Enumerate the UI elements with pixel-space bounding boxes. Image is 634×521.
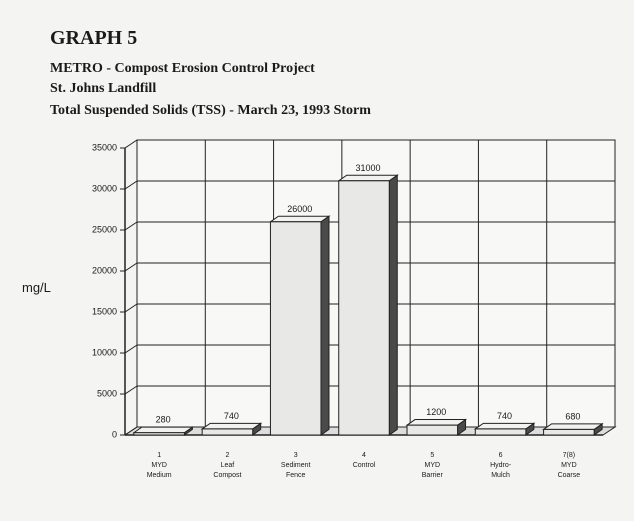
x-tick-label: Medium <box>147 472 172 479</box>
x-tick-label: Mulch <box>491 472 510 479</box>
bar <box>201 428 254 436</box>
value-label: 31000 <box>355 163 380 173</box>
x-tick-label: Control <box>353 462 376 469</box>
value-label: 26000 <box>287 204 312 214</box>
x-tick-label: 2 <box>225 452 229 459</box>
grid-line <box>124 385 138 395</box>
bar <box>133 432 185 436</box>
bar-side <box>388 174 398 436</box>
bar <box>338 180 390 436</box>
value-label: 280 <box>156 415 171 425</box>
y-tick-label: 30000 <box>92 183 117 193</box>
x-tick-label: Leaf <box>221 462 235 469</box>
bar-top <box>405 419 468 426</box>
x-tick-label: MYD <box>561 462 577 469</box>
bar-side <box>320 215 330 436</box>
y-tick-label: 0 <box>112 429 117 439</box>
x-tick-label: 7(8) <box>563 452 575 459</box>
y-tick-label: 25000 <box>92 224 117 234</box>
subtitle: Total Suspended Solids (TSS) - March 23,… <box>50 103 371 118</box>
x-tick-label: Sediment <box>281 462 311 469</box>
y-tick-label: 20000 <box>92 265 117 275</box>
bar-top <box>132 426 194 434</box>
x-tick-label: Compost <box>213 472 241 479</box>
x-tick-label: 6 <box>499 452 503 459</box>
value-label: 740 <box>224 411 239 421</box>
chart-title: GRAPH 5 <box>50 27 137 49</box>
bar-top <box>473 422 536 430</box>
bar <box>269 221 322 436</box>
bar-top <box>200 422 263 430</box>
x-tick-label: 3 <box>294 452 298 459</box>
x-tick-label: MYD <box>425 462 441 469</box>
bar <box>543 428 595 436</box>
value-label: 1200 <box>426 407 446 417</box>
x-tick-label: Fence <box>286 472 306 479</box>
grid-line <box>124 303 138 313</box>
y-axis-label: mg/L <box>22 280 51 295</box>
x-tick-label: 1 <box>157 452 161 459</box>
bar-top <box>337 174 399 182</box>
bar-top <box>542 423 604 430</box>
y-tick-label: 15000 <box>92 306 117 316</box>
x-tick-label: 4 <box>362 452 366 459</box>
grid-line <box>124 180 138 190</box>
x-tick-label: MYD <box>151 462 167 469</box>
bar <box>406 424 459 436</box>
subtitle: St. Johns Landfill <box>50 81 156 96</box>
value-label: 740 <box>497 411 512 421</box>
grid-line <box>124 262 138 272</box>
bar <box>474 428 527 436</box>
x-tick-label: 5 <box>430 452 434 459</box>
y-tick-label: 10000 <box>92 347 117 357</box>
subtitle: METRO - Compost Erosion Control Project <box>50 61 315 76</box>
value-label: 680 <box>565 411 580 421</box>
grid-line <box>124 139 138 149</box>
y-tick-label: 5000 <box>97 388 117 398</box>
grid-line <box>124 426 138 436</box>
grid-line <box>124 344 138 354</box>
x-tick-label: Coarse <box>558 472 581 479</box>
x-tick-label: Barrier <box>422 472 444 479</box>
grid-line <box>124 221 138 231</box>
y-tick-label: 35000 <box>92 142 117 152</box>
x-tick-label: Hydro- <box>490 462 512 469</box>
bar-top <box>268 215 331 223</box>
